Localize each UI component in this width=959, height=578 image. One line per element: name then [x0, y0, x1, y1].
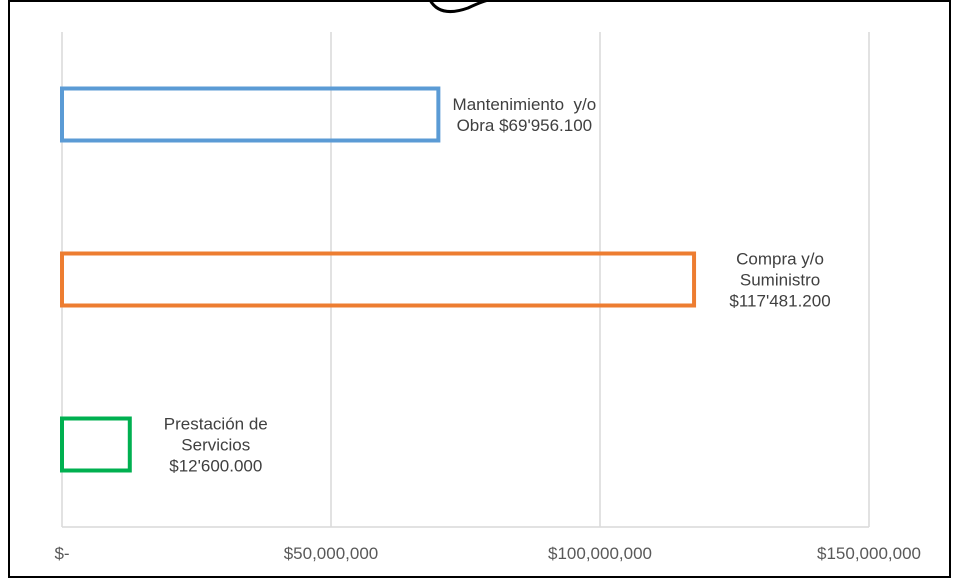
- x-tick-label-2: $100,000,000: [548, 544, 652, 563]
- data-label-1-line-1: Suministro: [740, 271, 820, 290]
- chart-border: [8, 0, 951, 578]
- data-label-2-line-1: Servicios: [181, 436, 250, 455]
- bar-1: [60, 251, 697, 308]
- bar-layer: [60, 86, 697, 473]
- x-tick-label-0: $-: [54, 544, 69, 563]
- data-label-2-line-2: $12'600.000: [169, 457, 262, 476]
- bar-2: [60, 416, 132, 473]
- data-label-0-line-1: Obra $69'956.100: [457, 116, 593, 135]
- data-label-2-line-0: Prestación de: [164, 415, 268, 434]
- x-tick-label-1: $50,000,000: [284, 544, 379, 563]
- x-tick-label-3: $150,000,000: [817, 544, 921, 563]
- data-label-0-line-0: Mantenimiento y/o: [453, 95, 597, 114]
- data-label-1-line-0: Compra y/o: [736, 250, 824, 269]
- bar-0: [60, 86, 441, 143]
- label-layer: Mantenimiento y/o Obra $69'956.100 Compra …: [164, 95, 831, 476]
- tick-layer: $- $50,000,000 $100,000,000 $150,000,000: [54, 544, 921, 563]
- title-fragment: [428, 0, 491, 14]
- data-label-1-line-2: $117'481.200: [729, 292, 830, 311]
